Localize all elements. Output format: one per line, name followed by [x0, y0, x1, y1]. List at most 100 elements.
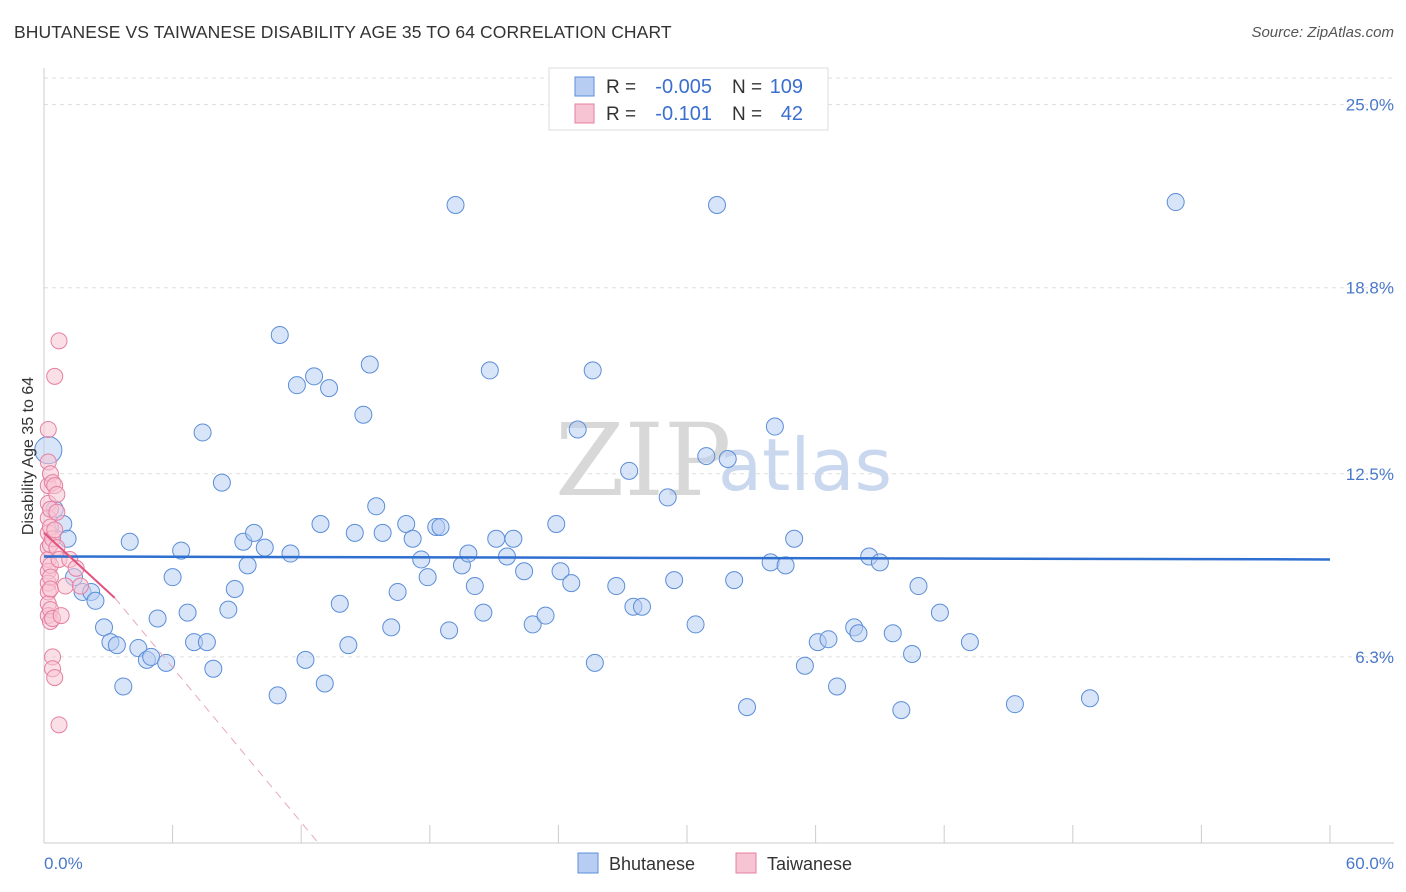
bhutanese-point	[305, 367, 324, 386]
y-tick-label: 25.0%	[1346, 96, 1394, 115]
bhutanese-point	[204, 659, 223, 678]
bhutanese-point	[255, 538, 274, 557]
bhutanese-point	[725, 571, 744, 590]
bhutanese-point	[382, 618, 401, 637]
bhutanese-point	[212, 473, 231, 492]
taiwanese-point	[46, 521, 64, 539]
bhutanese-point	[418, 568, 437, 587]
y-tick-label: 6.3%	[1355, 648, 1394, 667]
bhutanese-point	[562, 574, 581, 593]
bhutanese-point	[583, 361, 602, 380]
bhutanese-point	[354, 405, 373, 424]
bhutanese-point	[568, 420, 587, 439]
bhutanese-point	[536, 606, 555, 625]
bhutanese-point	[287, 376, 306, 395]
bhutanese-point	[718, 450, 737, 469]
bhutanese-point	[367, 497, 386, 516]
legend-r-label-1: R =	[606, 77, 636, 98]
bhutanese-point	[339, 636, 358, 655]
taiwanese-point	[67, 559, 85, 577]
bhutanese-point	[1005, 695, 1024, 714]
bhutanese-point	[86, 591, 105, 610]
bhutanese-point	[849, 624, 868, 643]
bhutanese-point	[665, 571, 684, 590]
bhutanese-point	[178, 603, 197, 622]
bhutanese-point	[632, 597, 651, 616]
bhutanese-point	[120, 532, 139, 551]
taiwanese-point	[52, 607, 70, 625]
y-tick-label: 18.8%	[1346, 279, 1394, 298]
bhutanese-point	[345, 523, 364, 542]
bhutanese-point	[281, 544, 300, 563]
legend-n-label-1: N =	[732, 77, 762, 98]
bhutanese-point	[480, 361, 499, 380]
bottom-legend-swatch-bhutanese	[577, 852, 599, 874]
bhutanese-point	[315, 674, 334, 693]
taiwanese-trend-extension	[114, 597, 319, 844]
bhutanese-point	[320, 379, 339, 398]
taiwanese-point	[39, 420, 57, 438]
bhutanese-point	[870, 553, 889, 572]
bhutanese-point	[487, 529, 506, 548]
bhutanese-point	[551, 562, 570, 581]
bhutanese-point	[270, 325, 289, 344]
bhutanese-point	[163, 568, 182, 587]
bhutanese-point	[474, 603, 493, 622]
source-label: Source: ZipAtlas.com	[1251, 24, 1394, 41]
bhutanese-point	[330, 594, 349, 613]
trend-lines	[43, 532, 1331, 844]
bhutanese-point	[431, 517, 450, 536]
legend-r-value-1: -0.005	[655, 76, 712, 98]
bhutanese-point	[373, 523, 392, 542]
bhutanese-point	[523, 615, 542, 634]
taiwanese-point	[48, 485, 66, 503]
bhutanese-point	[607, 577, 626, 596]
bhutanese-point	[620, 461, 639, 480]
bhutanese-point	[909, 577, 928, 596]
bhutanese-point	[107, 636, 126, 655]
bhutanese-point	[311, 515, 330, 534]
legend-n-value-1: 109	[770, 76, 803, 98]
bhutanese-trend-line	[43, 555, 1331, 561]
bhutanese-point	[440, 621, 459, 640]
bhutanese-point	[883, 624, 902, 643]
bhutanese-point	[197, 633, 216, 652]
bhutanese-point	[776, 556, 795, 575]
bhutanese-point	[697, 447, 716, 466]
bhutanese-point	[172, 541, 191, 560]
bottom-legend-label-bhutanese: Bhutanese	[609, 854, 695, 874]
bhutanese-point	[114, 677, 133, 696]
bhutanese-point	[708, 196, 727, 215]
bhutanese-point	[446, 196, 465, 215]
bhutanese-point	[658, 488, 677, 507]
bhutanese-point	[686, 615, 705, 634]
bhutanese-point	[903, 644, 922, 663]
taiwanese-point	[71, 577, 89, 595]
taiwanese-trend-line	[43, 532, 116, 599]
bhutanese-point	[547, 515, 566, 534]
taiwanese-point	[50, 716, 68, 734]
bhutanese-point	[892, 701, 911, 720]
bhutanese-point	[238, 556, 257, 575]
x-tick-label-max: 60.0%	[1346, 854, 1394, 873]
legend-n-label-2: N =	[732, 104, 762, 125]
bottom-legend: Bhutanese Taiwanese	[577, 852, 852, 874]
bhutanese-point	[585, 653, 604, 672]
taiwanese-point	[46, 669, 64, 687]
bhutanese-point	[403, 529, 422, 548]
taiwanese-point	[46, 367, 64, 385]
legend-r-value-2: -0.101	[655, 103, 712, 125]
bhutanese-point	[296, 650, 315, 669]
data-points	[34, 193, 1185, 734]
taiwanese-point	[41, 580, 59, 598]
bhutanese-point	[795, 656, 814, 675]
bhutanese-point	[1166, 193, 1185, 212]
bhutanese-point	[219, 600, 238, 619]
bhutanese-point	[930, 603, 949, 622]
y-tick-label: 12.5%	[1346, 465, 1394, 484]
bhutanese-point	[738, 698, 757, 717]
bhutanese-point	[193, 423, 212, 442]
bhutanese-point	[960, 633, 979, 652]
bhutanese-point	[504, 529, 523, 548]
bhutanese-point	[412, 550, 431, 569]
